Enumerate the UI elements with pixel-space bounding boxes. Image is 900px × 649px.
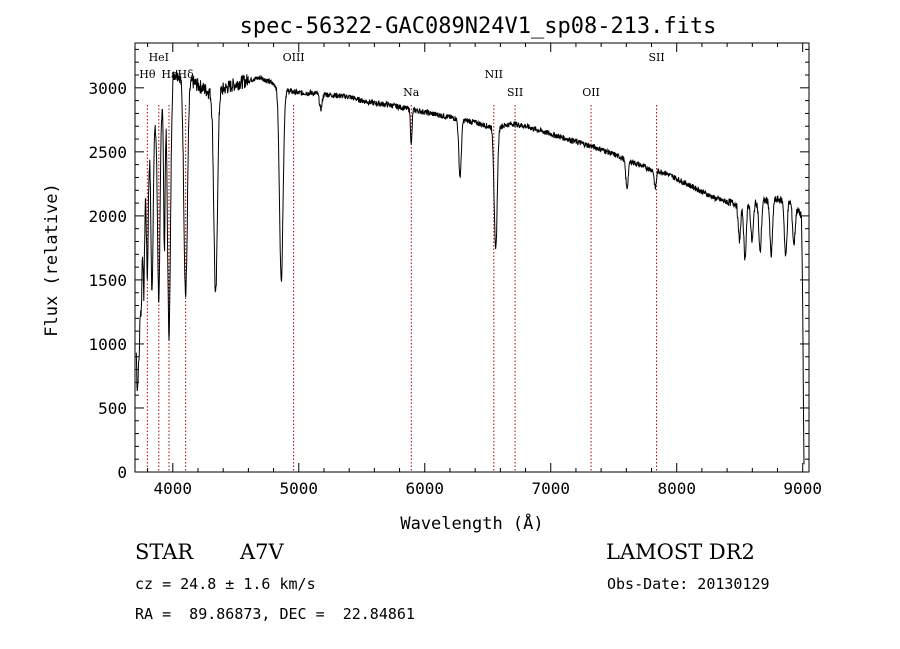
x-tick-label: 6000 (405, 479, 444, 498)
line-marker-label: SII (648, 51, 664, 64)
y-axis: 0 500 1000 1500 2000 2500 3000 (88, 48, 809, 482)
obs-date: Obs-Date: 20130129 (607, 575, 770, 593)
object-class: STAR (135, 540, 194, 564)
x-tick-label: 5000 (280, 479, 319, 498)
x-tick-label: 7000 (531, 479, 570, 498)
y-axis-label: Flux (relative) (42, 183, 62, 337)
y-tick-label: 2500 (88, 143, 127, 162)
x-tick-label: 8000 (657, 479, 696, 498)
line-marker-label: Hθ (139, 68, 156, 81)
line-marker-label: Na (403, 86, 420, 99)
x-tick-label: 4000 (154, 479, 193, 498)
line-marker-label: OIII (283, 51, 305, 64)
line-marker-label: OII (582, 86, 600, 99)
x-axis-label: Wavelength (Å) (400, 512, 543, 534)
redshift-info: cz = 24.8 ± 1.6 km/s (135, 575, 316, 593)
y-tick-label: 3000 (88, 79, 127, 98)
x-axis: 4000 5000 6000 7000 8000 9000 (147, 43, 822, 498)
y-tick-label: 0 (117, 463, 127, 482)
survey-name: LAMOST DR2 (606, 540, 755, 564)
spectrum-line (135, 69, 805, 465)
plot-frame (134, 42, 810, 473)
y-tick-label: 500 (98, 399, 127, 418)
coordinates: RA = 89.86873, DEC = 22.84861 (135, 605, 415, 623)
line-marker-label: NII (485, 68, 503, 81)
line-marker-label: HeI (149, 51, 169, 64)
line-marker-label: SII (507, 86, 523, 99)
chart-title: spec-56322-GAC089N24V1_sp08-213.fits (240, 14, 717, 39)
y-tick-label: 2000 (88, 207, 127, 226)
y-tick-label: 1000 (88, 335, 127, 354)
x-tick-label: 9000 (783, 479, 822, 498)
object-subclass: A7V (240, 540, 284, 564)
y-tick-label: 1500 (88, 271, 127, 290)
line-marker-label: Hδ (178, 68, 195, 81)
